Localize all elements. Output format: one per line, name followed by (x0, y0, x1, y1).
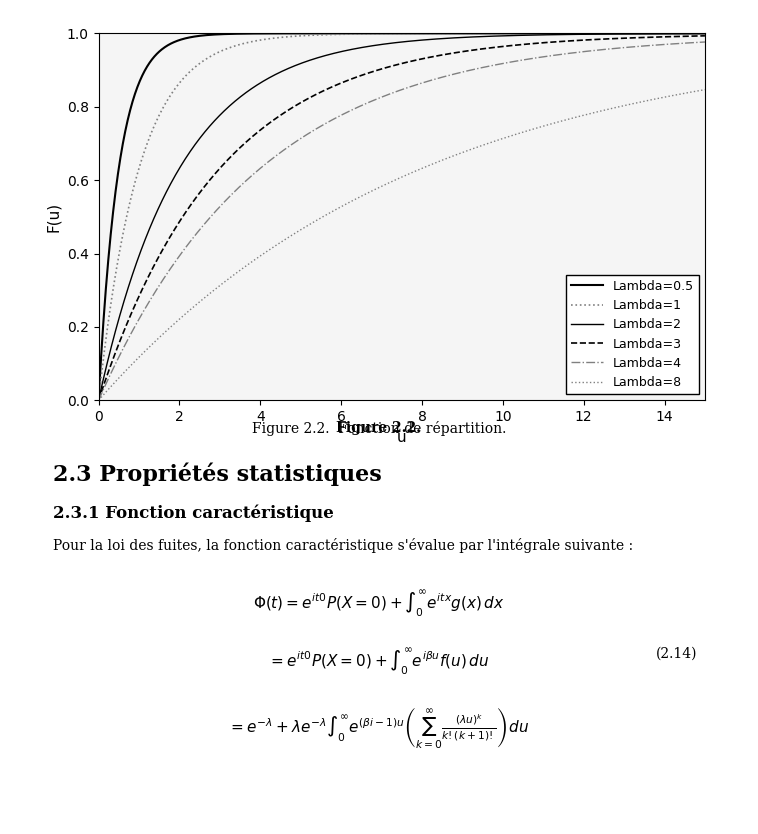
Lambda=4 (156, 279, 165, 289)
Lambda=2 (340, 46, 349, 56)
Lambda=1 (510, 28, 519, 38)
Lambda=0.5 (510, 28, 519, 38)
Text: $= e^{it0}P(X=0) + \int_{0}^{\infty} e^{i\beta u}f(u)\,du$: $= e^{it0}P(X=0) + \int_{0}^{\infty} e^{… (268, 646, 490, 678)
Lambda=0.5 (340, 28, 349, 38)
Lambda=4 (567, 48, 576, 58)
Lambda=3 (567, 36, 576, 46)
Text: Figure 2.2.: Figure 2.2. (337, 421, 421, 435)
Y-axis label: F(u): F(u) (46, 202, 61, 232)
Lambda=3 (361, 69, 370, 79)
Lambda=8 (510, 129, 519, 139)
Lambda=3 (156, 249, 165, 259)
Lambda=2 (361, 42, 370, 52)
Lambda=0.5 (567, 28, 576, 38)
Lambda=3 (510, 40, 519, 50)
Lambda=2 (94, 395, 103, 405)
Lambda=1 (567, 28, 576, 38)
Lambda=1 (578, 28, 587, 38)
Lambda=8 (361, 189, 370, 199)
Line: Lambda=0.5: Lambda=0.5 (99, 33, 705, 400)
Lambda=1 (340, 29, 349, 39)
Lambda=1 (700, 28, 709, 38)
Lambda=1 (94, 395, 103, 405)
Lambda=0.5 (700, 28, 709, 38)
Lambda=4 (94, 395, 103, 405)
Text: 2.3.1 Fonction caractéristique: 2.3.1 Fonction caractéristique (53, 505, 334, 522)
Lambda=3 (94, 395, 103, 405)
Lambda=8 (156, 331, 165, 341)
Lambda=2 (700, 28, 709, 38)
Line: Lambda=4: Lambda=4 (99, 42, 705, 400)
Lambda=0.5 (94, 395, 103, 405)
Lambda=2 (510, 31, 519, 41)
Lambda=0.5 (156, 46, 165, 56)
Line: Lambda=8: Lambda=8 (99, 89, 705, 400)
Lambda=0.5 (578, 28, 587, 38)
Lambda=8 (340, 200, 349, 210)
Lambda=4 (578, 47, 587, 57)
Lambda=4 (340, 109, 349, 119)
Text: $= e^{-\lambda} + \lambda e^{-\lambda} \int_{0}^{\infty} e^{(\beta i-1)u}\left(\: $= e^{-\lambda} + \lambda e^{-\lambda} \… (228, 705, 530, 750)
Legend: Lambda=0.5, Lambda=1, Lambda=2, Lambda=3, Lambda=4, Lambda=8: Lambda=0.5, Lambda=1, Lambda=2, Lambda=3… (566, 275, 699, 394)
Lambda=4 (700, 37, 709, 47)
Line: Lambda=1: Lambda=1 (99, 33, 705, 400)
Text: (2.14): (2.14) (656, 646, 697, 661)
Line: Lambda=3: Lambda=3 (99, 36, 705, 400)
Text: 2.3 Propriétés statistiques: 2.3 Propriétés statistiques (53, 463, 382, 486)
Lambda=3 (578, 35, 587, 45)
Lambda=2 (567, 29, 576, 39)
Lambda=8 (700, 84, 709, 94)
Lambda=3 (340, 77, 349, 87)
Lambda=0.5 (361, 28, 370, 38)
X-axis label: u: u (397, 430, 406, 445)
Lambda=8 (578, 111, 587, 121)
Lambda=3 (700, 31, 709, 41)
Lambda=4 (361, 98, 370, 108)
Line: Lambda=2: Lambda=2 (99, 33, 705, 400)
Lambda=4 (510, 57, 519, 67)
Lambda=8 (567, 113, 576, 123)
Text: Figure 2.2.  Fonction de répartition.: Figure 2.2. Fonction de répartition. (252, 421, 506, 436)
Lambda=2 (156, 199, 165, 209)
Lambda=1 (361, 29, 370, 39)
Text: Pour la loi des fuites, la fonction caractéristique s'évalue par l'intégrale sui: Pour la loi des fuites, la fonction cara… (53, 538, 633, 553)
Lambda=1 (156, 108, 165, 118)
Text: $\Phi(t) = e^{it0}P(X=0) + \int_{0}^{\infty} e^{itx}g(x)\,dx$: $\Phi(t) = e^{it0}P(X=0) + \int_{0}^{\in… (253, 588, 505, 620)
Lambda=8 (94, 395, 103, 405)
Lambda=2 (578, 29, 587, 39)
